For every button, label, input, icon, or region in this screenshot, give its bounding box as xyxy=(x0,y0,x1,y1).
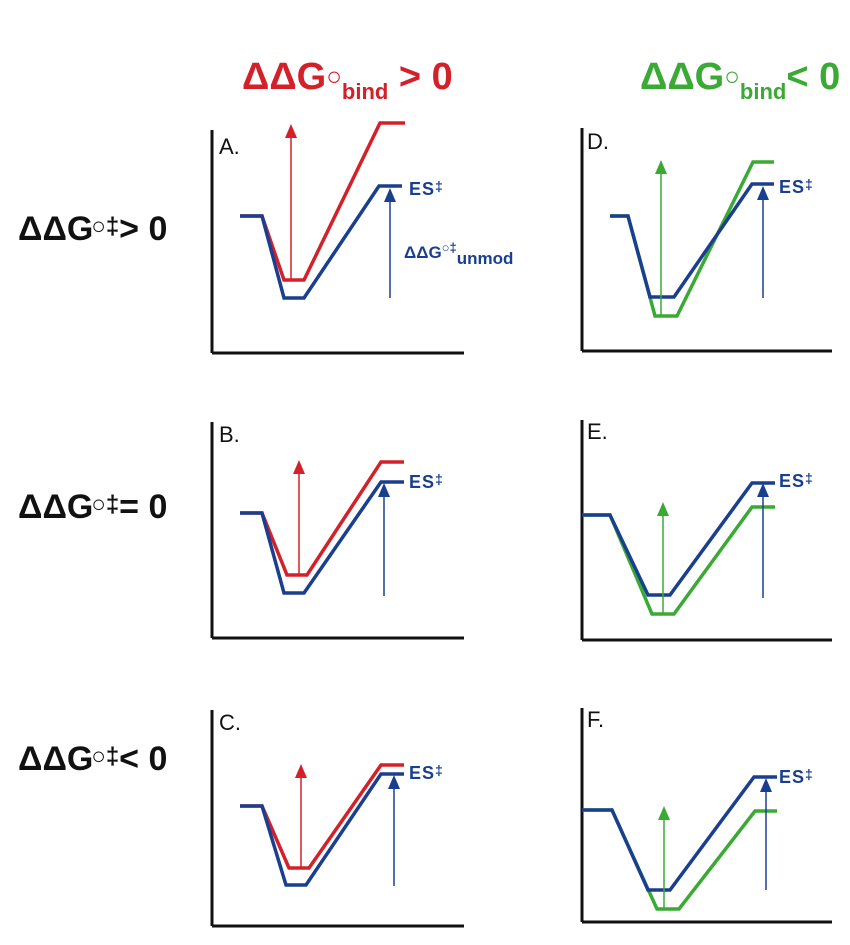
es-label-d: ES‡ xyxy=(779,176,814,197)
unmodified-barrier-arrow-c-head xyxy=(388,775,400,789)
panel-letter-e: E. xyxy=(587,419,608,444)
unmodified-profile-c xyxy=(240,772,404,887)
panel-letter-a: A. xyxy=(219,134,240,159)
es-label-f: ES‡ xyxy=(779,766,814,787)
unmodified-barrier-arrow-e-head xyxy=(757,483,769,497)
panel-letter-c: C. xyxy=(219,710,241,735)
unmodified-barrier-arrow-f-head xyxy=(760,778,772,792)
unmodified-profile-d xyxy=(610,182,774,299)
unmod-barrier-label: ΔΔG○‡unmod xyxy=(404,240,514,268)
modified-barrier-arrow-b-head xyxy=(293,460,305,474)
row-header-zero: ΔΔG○‡= 0 xyxy=(18,488,168,526)
column-header-bind-negative: ΔΔG○bind< 0 xyxy=(640,56,841,104)
panel-letter-b: B. xyxy=(219,422,240,447)
es-label-a: ES‡ xyxy=(409,178,444,199)
unmodified-barrier-arrow-a-head xyxy=(384,188,396,202)
row-header-positive: ΔΔG○‡> 0 xyxy=(18,210,168,248)
unmodified-profile-b xyxy=(240,480,404,595)
modified-profile-a xyxy=(240,121,405,282)
unmodified-barrier-arrow-b-head xyxy=(378,483,390,497)
unmodified-profile-f xyxy=(582,775,777,892)
modified-barrier-arrow-a-head xyxy=(285,124,297,138)
row-header-negative: ΔΔG○‡< 0 xyxy=(18,740,168,778)
modified-profile-e xyxy=(582,505,775,616)
modified-barrier-arrow-d-head xyxy=(655,160,667,174)
unmodified-profile-a xyxy=(240,184,402,300)
modified-barrier-arrow-c-head xyxy=(295,764,307,778)
es-label-c: ES‡ xyxy=(409,762,444,783)
unmodified-profile-e xyxy=(582,481,775,597)
es-label-b: ES‡ xyxy=(409,471,444,492)
column-header-bind-positive: ΔΔG○bind > 0 xyxy=(242,56,453,104)
panel-letter-f: F. xyxy=(587,707,605,732)
panel-letter-d: D. xyxy=(587,129,609,154)
modified-barrier-arrow-e-head xyxy=(657,502,669,516)
es-label-e: ES‡ xyxy=(779,470,814,491)
modified-profile-f xyxy=(582,808,777,911)
modified-barrier-arrow-f-head xyxy=(658,806,670,820)
unmodified-barrier-arrow-d-head xyxy=(757,186,769,200)
